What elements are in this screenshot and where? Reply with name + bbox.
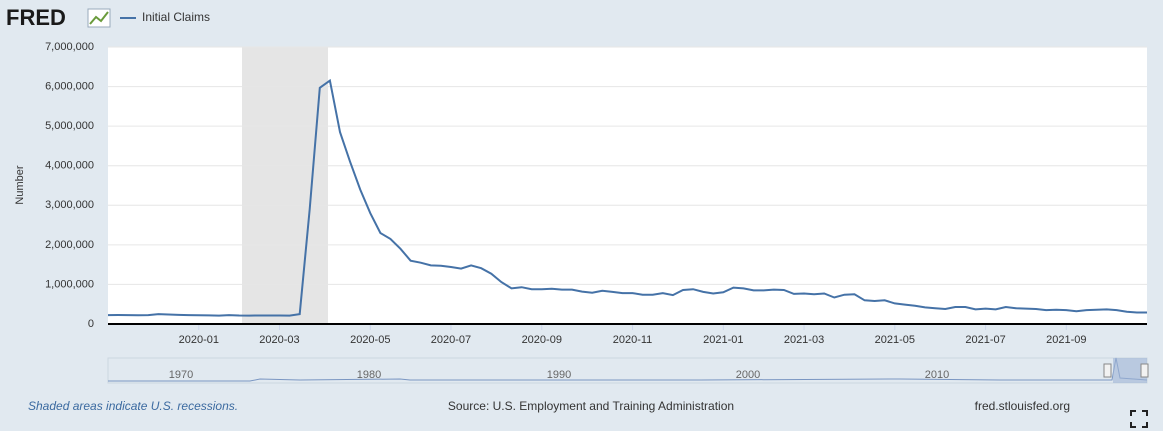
navigator[interactable] (107, 357, 1148, 384)
x-tick-label: 2020-09 (522, 334, 562, 346)
navigator-handle[interactable] (1140, 363, 1149, 378)
x-tick-label: 2020-05 (350, 334, 390, 346)
y-tick-label: 3,000,000 (45, 199, 94, 211)
y-tick-label: 7,000,000 (45, 41, 94, 53)
fullscreen-button[interactable] (1130, 410, 1148, 428)
y-tick-label: 1,000,000 (45, 278, 94, 290)
grid: 0 1,000,000 2,000,000 3,000,000 4,000,000 5,0… (45, 41, 1147, 346)
x-tick-label: 2020-03 (259, 334, 299, 346)
navigator-label: 1980 (357, 369, 381, 381)
x-tick-label: 2021-03 (784, 334, 824, 346)
y-axis-label: Number (14, 165, 26, 204)
x-tick-label: 2021-01 (703, 334, 743, 346)
x-tick-label: 2020-07 (431, 334, 471, 346)
navigator-handle[interactable] (1103, 363, 1112, 378)
legend-label: Initial Claims (142, 10, 210, 24)
site-link[interactable]: fred.stlouisfed.org (975, 399, 1070, 413)
recession-shade (242, 47, 328, 324)
x-tick-label: 2021-09 (1046, 334, 1086, 346)
x-tick-label: 2021-05 (875, 334, 915, 346)
brand-logo: FRED (6, 5, 66, 30)
recession-note: Shaded areas indicate U.S. recessions. (28, 399, 238, 413)
navigator-label: 1970 (169, 369, 193, 381)
data-line (107, 78, 1147, 317)
navigator-label: 2010 (925, 369, 949, 381)
navigator-label: 2000 (736, 369, 760, 381)
y-tick-label: 4,000,000 (45, 160, 94, 172)
y-tick-label: 0 (88, 318, 94, 330)
navigator-label: 1990 (547, 369, 571, 381)
logo-icon-line (89, 11, 109, 25)
navigator-labels: 1970 1980 1990 2000 2010 (169, 369, 949, 381)
y-tick-label: 2,000,000 (45, 239, 94, 251)
x-tick-label: 2020-11 (613, 334, 653, 346)
logo-icon (87, 8, 111, 28)
source: Source: U.S. Employment and Training Adm… (448, 399, 734, 413)
plot (107, 78, 1147, 317)
y-tick-label: 5,000,000 (45, 120, 94, 132)
x-tick-label: 2020-01 (179, 334, 219, 346)
y-tick-label: 6,000,000 (45, 80, 94, 92)
x-tick-label: 2021-07 (965, 334, 1005, 346)
